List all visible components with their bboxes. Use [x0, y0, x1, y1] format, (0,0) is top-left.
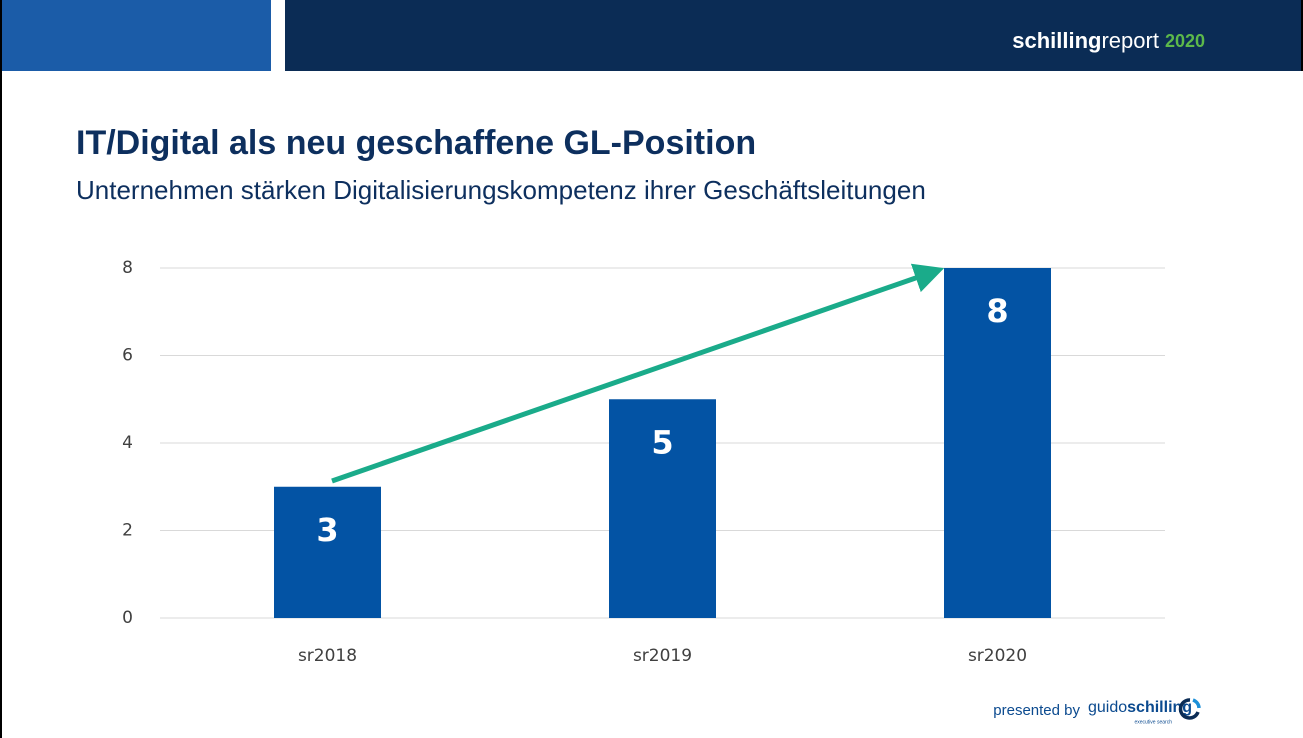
data-label: 5: [651, 423, 673, 461]
brand-year: 2020: [1165, 31, 1205, 51]
trend-arrow: [331, 263, 945, 484]
header-block: [0, 0, 271, 71]
brand-bold: schilling: [1012, 28, 1101, 53]
y-tick-label: 8: [122, 258, 133, 278]
data-label: 3: [316, 511, 338, 549]
brand-light: report: [1101, 28, 1158, 53]
footer-logo: guidoschilling: [1088, 699, 1192, 716]
y-tick-label: 0: [122, 608, 133, 628]
logo-bold: schilling: [1127, 699, 1192, 716]
header-gap: [271, 0, 285, 71]
x-tick-label: sr2020: [968, 646, 1027, 666]
chart-subtitle: Unternehmen stärken Digitalisierungskomp…: [76, 175, 926, 205]
footer-presented: presented by: [993, 702, 1080, 719]
bar: [944, 268, 1051, 618]
y-tick-label: 6: [122, 346, 133, 366]
bar: [274, 486, 381, 618]
data-label: 8: [986, 292, 1008, 330]
logo-ring-accent: [1192, 698, 1201, 709]
y-tick-label: 4: [122, 433, 133, 453]
plot: 0 2 4 6 8 sr2018 3 sr2019 5 sr2020 8: [122, 258, 1165, 666]
bar: [609, 399, 716, 618]
chart-title: IT/Digital als neu geschaffene GL-Positi…: [76, 124, 756, 162]
logo-sub: executive search: [1134, 719, 1172, 725]
x-tick-label: sr2019: [633, 646, 692, 666]
logo-light: guido: [1088, 699, 1127, 716]
logo-ring: [1178, 698, 1200, 720]
brand: schillingreport 2020: [1012, 28, 1205, 53]
x-tick-label: sr2018: [298, 646, 357, 666]
y-tick-label: 2: [122, 521, 133, 541]
